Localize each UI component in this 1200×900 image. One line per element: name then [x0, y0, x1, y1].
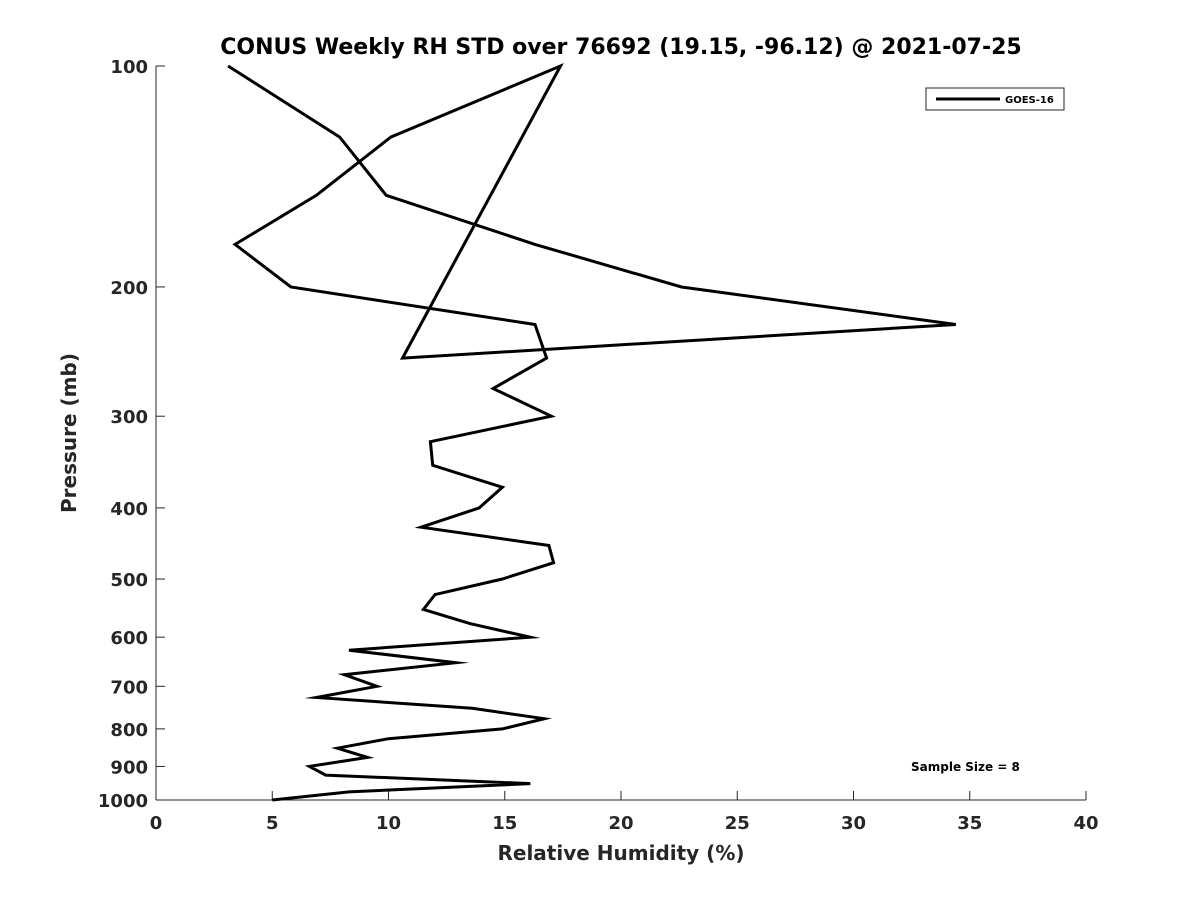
y-tick-label-800: 800: [110, 720, 148, 741]
x-ticks: 0 5 10 15 20 25 30 35 40: [150, 791, 1099, 834]
legend-label-goes-16: GOES-16: [1005, 95, 1054, 106]
y-ticks: 100 200 300 400 500 600 700 800 900 1000: [98, 57, 165, 812]
y-tick-label-300: 300: [110, 407, 148, 428]
x-tick-label-25: 25: [725, 813, 750, 834]
x-tick-label-40: 40: [1073, 813, 1098, 834]
plot-area: [156, 66, 1086, 800]
x-tick-label-15: 15: [492, 813, 517, 834]
y-tick-label-400: 400: [110, 499, 148, 520]
y-tick-label-600: 600: [110, 628, 148, 649]
y-tick-label-100: 100: [110, 57, 148, 78]
y-tick-label-900: 900: [110, 757, 148, 778]
y-tick-label-500: 500: [110, 570, 148, 591]
x-tick-label-20: 20: [608, 813, 633, 834]
series-layer: [227, 62, 957, 802]
x-tick-label-0: 0: [150, 813, 163, 834]
series-line-goes-16: [227, 62, 957, 802]
x-axis-label: Relative Humidity (%): [497, 841, 744, 865]
sample-size-annotation: Sample Size = 8: [911, 760, 1020, 774]
y-tick-label-200: 200: [110, 278, 148, 299]
x-tick-label-30: 30: [841, 813, 866, 834]
x-tick-label-5: 5: [266, 813, 279, 834]
y-tick-label-700: 700: [110, 677, 148, 698]
legend: GOES-16: [925, 87, 1065, 111]
y-tick-label-1000: 1000: [98, 791, 148, 812]
chart-title: CONUS Weekly RH STD over 76692 (19.15, -…: [220, 35, 1021, 60]
y-axis-label: Pressure (mb): [57, 353, 81, 513]
x-tick-label-10: 10: [376, 813, 401, 834]
x-tick-label-35: 35: [957, 813, 982, 834]
